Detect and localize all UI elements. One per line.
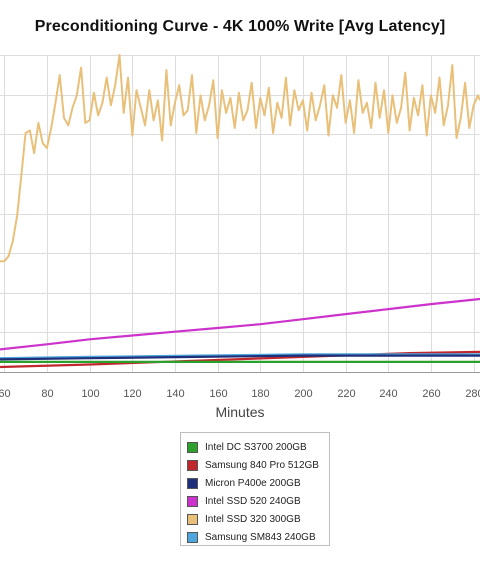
series-line-intel-ssd-320-300gb: [0, 54, 480, 263]
legend-item: Intel SSD 320 300GB: [187, 510, 329, 528]
x-tick-label: 100: [81, 388, 99, 400]
legend: Intel DC S3700 200GB Samsung 840 Pro 512G…: [180, 432, 330, 546]
series-line-samsung-840-pro-512gb: [0, 350, 480, 369]
legend-item: Intel DC S3700 200GB: [187, 438, 329, 456]
series-line-micron-p400e-200gb: [0, 354, 480, 361]
x-tick-label: 180: [251, 388, 269, 400]
x-tick-label: 80: [41, 388, 53, 400]
legend-swatch: [187, 459, 198, 471]
chart-title: Preconditioning Curve - 4K 100% Write [A…: [34, 18, 446, 35]
x-axis-label: Minutes: [215, 404, 265, 420]
legend-label: Samsung 840 Pro 512GB: [205, 459, 319, 471]
series-line-samsung-sm843-240gb: [0, 353, 480, 360]
legend-swatch: [187, 441, 198, 453]
x-tick-label: 200: [294, 388, 312, 400]
legend-swatch: [187, 513, 198, 525]
legend-item: Samsung SM843 240GB: [187, 528, 329, 546]
x-tick-label: 240: [379, 388, 397, 400]
legend-label: Intel SSD 320 300GB: [205, 513, 301, 525]
x-tick-label: 140: [166, 388, 184, 400]
legend-swatch: [187, 495, 198, 507]
x-tick-label: 260: [422, 388, 440, 400]
legend-item: Micron P400e 200GB: [187, 474, 329, 492]
x-tick-label: 160: [209, 388, 227, 400]
legend-swatch: [187, 477, 198, 489]
legend-label: Samsung SM843 240GB: [205, 531, 316, 543]
legend-swatch: [187, 531, 198, 543]
series-line-intel-ssd-520-240gb: [0, 297, 480, 351]
x-tick-label: 220: [337, 388, 355, 400]
plot-area: 60 80 100 120 140 160 180 200 220 240 260 280: [0, 54, 480, 400]
x-tick-label: 60: [0, 388, 11, 400]
legend-label: Micron P400e 200GB: [205, 477, 301, 489]
x-tick-label: 120: [123, 388, 141, 400]
x-tick-label: 280: [465, 388, 480, 400]
legend-item: Intel SSD 520 240GB: [187, 492, 329, 510]
legend-label: Intel DC S3700 200GB: [205, 441, 307, 453]
legend-item: Samsung 840 Pro 512GB: [187, 456, 329, 474]
legend-label: Intel SSD 520 240GB: [205, 495, 301, 507]
